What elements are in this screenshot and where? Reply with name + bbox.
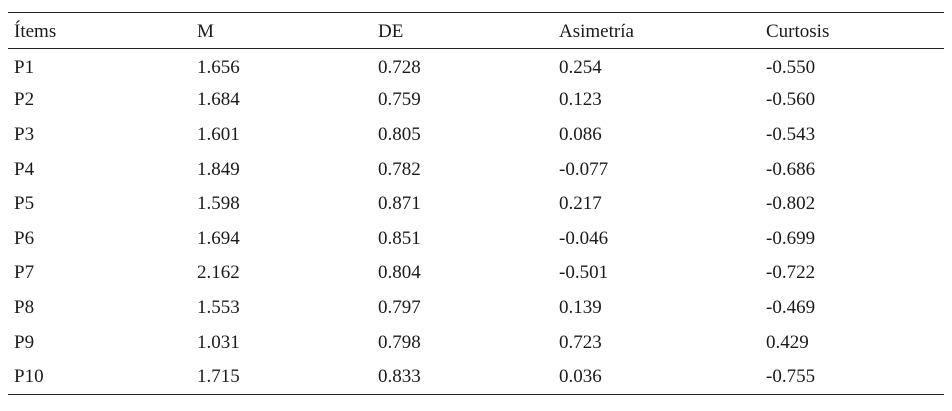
cell-sd: 0.833 xyxy=(372,359,553,395)
cell-sd: 0.798 xyxy=(378,331,421,353)
header-kurtosis: Curtosis xyxy=(760,12,944,49)
cell-item: P10 xyxy=(8,359,191,395)
table-header: Ítems M DE Asimetría Curtosis xyxy=(8,12,944,49)
cell-sd: 0.728 xyxy=(378,57,421,79)
cell-item: P7 xyxy=(14,262,35,284)
cell-item: P8 xyxy=(14,296,35,318)
cell-skewness: -0.046 xyxy=(559,227,609,249)
cell-kurtosis: -0.699 xyxy=(766,227,816,249)
cell-item: P1 xyxy=(14,57,35,79)
cell-sd: 0.804 xyxy=(378,262,421,284)
table-body: P1 1.656 0.728 0.254 -0.550 P2 1.684 0.7… xyxy=(8,49,944,395)
cell-kurtosis: -0.560 xyxy=(766,89,816,111)
cell-mean: 1.031 xyxy=(197,331,240,353)
table-row: P4 1.849 0.782 -0.077 -0.686 xyxy=(8,152,944,187)
table-row: P7 2.162 0.804 -0.501 -0.722 xyxy=(8,256,944,291)
cell-skewness: 0.723 xyxy=(559,331,602,353)
cell-item: P6 xyxy=(14,227,35,249)
header-items: Ítems xyxy=(8,12,191,49)
cell-kurtosis: -0.543 xyxy=(766,123,816,145)
header-skewness: Asimetría xyxy=(553,12,760,49)
cell-skewness: 0.123 xyxy=(559,89,602,111)
header-sd: DE xyxy=(372,12,553,49)
cell-skewness: 0.139 xyxy=(559,296,602,318)
table-row: P8 1.553 0.797 0.139 -0.469 xyxy=(8,291,944,326)
cell-kurtosis: -0.802 xyxy=(766,193,816,215)
cell-kurtosis: 0.429 xyxy=(766,331,809,353)
table-row: P5 1.598 0.871 0.217 -0.802 xyxy=(8,187,944,222)
cell-sd: 0.797 xyxy=(378,296,421,318)
cell-item: P3 xyxy=(14,123,35,145)
cell-skewness: -0.501 xyxy=(559,262,609,284)
cell-kurtosis: -0.686 xyxy=(766,158,816,180)
cell-skewness: 0.086 xyxy=(559,123,602,145)
table-row: P3 1.601 0.805 0.086 -0.543 xyxy=(8,118,944,153)
cell-sd: 0.871 xyxy=(378,193,421,215)
cell-skewness: 0.254 xyxy=(559,57,602,79)
table-row: P9 1.031 0.798 0.723 0.429 xyxy=(8,325,944,360)
cell-sd: 0.805 xyxy=(378,123,421,145)
cell-item: P4 xyxy=(14,158,35,180)
descriptive-stats-table-container: Ítems M DE Asimetría Curtosis P1 1.656 0… xyxy=(8,12,944,395)
table-row: P1 1.656 0.728 0.254 -0.550 xyxy=(8,49,944,84)
cell-kurtosis: -0.755 xyxy=(760,359,944,395)
cell-sd: 0.851 xyxy=(378,227,421,249)
table-row: P6 1.694 0.851 -0.046 -0.699 xyxy=(8,221,944,256)
cell-item: P9 xyxy=(14,331,35,353)
cell-mean: 1.849 xyxy=(197,158,240,180)
cell-kurtosis: -0.469 xyxy=(766,296,816,318)
cell-mean: 2.162 xyxy=(197,262,240,284)
cell-item: P5 xyxy=(14,193,35,215)
cell-mean: 1.598 xyxy=(197,193,240,215)
cell-sd: 0.759 xyxy=(378,89,421,111)
table-row: P2 1.684 0.759 0.123 -0.560 xyxy=(8,83,944,118)
cell-sd: 0.782 xyxy=(378,158,421,180)
cell-mean: 1.684 xyxy=(197,89,240,111)
header-mean: M xyxy=(191,12,372,49)
cell-mean: 1.715 xyxy=(191,359,372,395)
cell-kurtosis: -0.550 xyxy=(766,57,816,79)
cell-skewness: 0.036 xyxy=(553,359,760,395)
cell-item: P2 xyxy=(14,89,35,111)
cell-mean: 1.694 xyxy=(197,227,240,249)
table-row: P10 1.715 0.833 0.036 -0.755 xyxy=(8,359,944,395)
cell-kurtosis: -0.722 xyxy=(766,262,816,284)
cell-skewness: -0.077 xyxy=(559,158,609,180)
cell-mean: 1.656 xyxy=(197,57,240,79)
cell-mean: 1.601 xyxy=(197,123,240,145)
descriptive-stats-table: Ítems M DE Asimetría Curtosis P1 1.656 0… xyxy=(8,12,944,395)
header-row: Ítems M DE Asimetría Curtosis xyxy=(8,12,944,49)
cell-skewness: 0.217 xyxy=(559,193,602,215)
cell-mean: 1.553 xyxy=(197,296,240,318)
